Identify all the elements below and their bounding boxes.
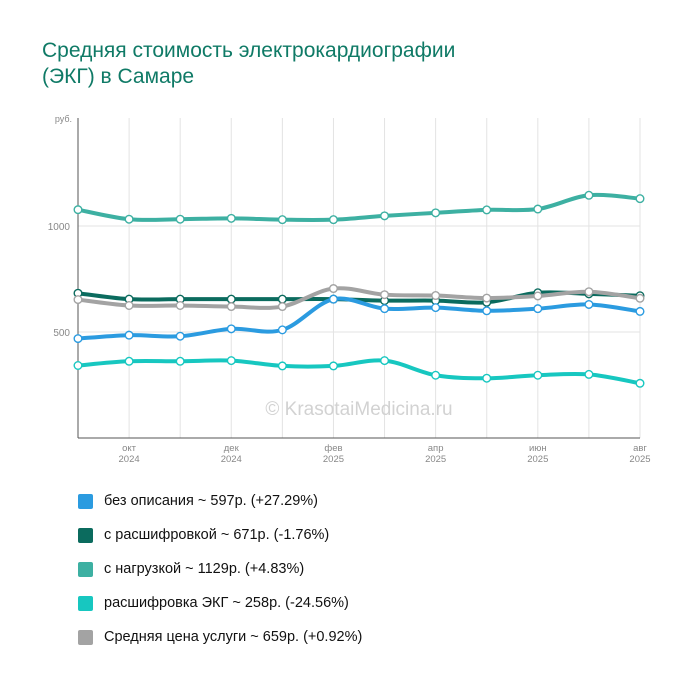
x-tick-year-label: 2025 (323, 454, 344, 465)
data-point (277, 294, 287, 304)
data-point (635, 306, 645, 316)
x-tick-month-label: авг (633, 443, 647, 454)
legend-item[interactable]: расшифровка ЭКГ ~ 258р. (-24.56%) (78, 586, 362, 620)
data-point (328, 215, 338, 225)
y-tick-label: 500 (53, 328, 70, 339)
x-tick-month-label: дек (224, 443, 240, 454)
data-point (431, 303, 441, 313)
x-tick-year-label: 2025 (425, 454, 446, 465)
data-point (226, 356, 236, 366)
x-tick-month-label: апр (428, 443, 444, 454)
data-point (635, 293, 645, 303)
data-point (124, 330, 134, 340)
legend-label: с нагрузкой ~ 1129р. (+4.83%) (104, 561, 305, 577)
data-point (431, 208, 441, 218)
legend-swatch (78, 493, 93, 509)
data-point (635, 378, 645, 388)
data-point (328, 284, 338, 294)
legend-swatch (78, 595, 93, 611)
data-point (277, 215, 287, 225)
line-chart: 5001000руб.окт2024дек2024фев2025апр2025и… (48, 114, 651, 465)
data-point (328, 361, 338, 371)
legend-swatch (78, 629, 93, 645)
data-point (73, 360, 83, 370)
data-point (380, 290, 390, 300)
data-point (226, 324, 236, 334)
legend-label: без описания ~ 597р. (+27.29%) (104, 493, 318, 509)
data-point (584, 369, 594, 379)
legend-swatch (78, 527, 93, 543)
series-расшифровка ЭКГ (73, 356, 645, 388)
data-point (175, 356, 185, 366)
data-point (277, 302, 287, 312)
data-point (175, 214, 185, 224)
legend-swatch (78, 561, 93, 577)
data-point (431, 370, 441, 380)
data-point (380, 211, 390, 221)
x-tick-year-label: 2024 (119, 454, 140, 465)
watermark-text: © KrasotaiMedicina.ru (265, 399, 452, 420)
data-point (380, 356, 390, 366)
legend-label: расшифровка ЭКГ ~ 258р. (-24.56%) (104, 595, 349, 611)
data-point (533, 291, 543, 301)
data-point (533, 370, 543, 380)
data-point (584, 287, 594, 297)
data-point (584, 190, 594, 200)
data-point (73, 295, 83, 305)
data-point (584, 299, 594, 309)
x-tick-year-label: 2025 (629, 454, 650, 465)
legend-label: Средняя цена услуги ~ 659р. (+0.92%) (104, 629, 363, 645)
x-tick-month-label: фев (324, 443, 342, 454)
legend-item[interactable]: с расшифровкой ~ 671р. (-1.76%) (78, 518, 362, 552)
data-point (226, 302, 236, 312)
data-point (277, 325, 287, 335)
data-point (124, 301, 134, 311)
series-line (76, 192, 642, 222)
data-point (328, 294, 338, 304)
data-point (175, 331, 185, 341)
data-point (73, 334, 83, 344)
y-axis-unit-label: руб. (55, 114, 72, 124)
data-point (226, 294, 236, 304)
chart-title-line-1: Средняя стоимость электрокардиографии (42, 39, 456, 62)
data-point (73, 205, 83, 215)
x-tick-year-label: 2024 (221, 454, 242, 465)
legend-item[interactable]: с нагрузкой ~ 1129р. (+4.83%) (78, 552, 362, 586)
data-point (482, 306, 492, 316)
data-point (431, 291, 441, 301)
series-line (76, 358, 642, 386)
legend-item[interactable]: без описания ~ 597р. (+27.29%) (78, 484, 362, 518)
x-tick-year-label: 2025 (527, 454, 548, 465)
legend-item[interactable]: Средняя цена услуги ~ 659р. (+0.92%) (78, 620, 362, 654)
data-point (226, 213, 236, 223)
data-point (277, 361, 287, 371)
data-point (482, 373, 492, 383)
data-point (380, 304, 390, 314)
chart-title: Средняя стоимость электрокардиографии (Э… (42, 38, 662, 90)
chart-legend: без описания ~ 597р. (+27.29%) с расшифро… (78, 484, 362, 654)
series-с нагрузкой (73, 190, 645, 225)
data-point (175, 301, 185, 311)
x-tick-month-label: июн (529, 443, 547, 454)
data-point (124, 356, 134, 366)
data-point (635, 194, 645, 204)
y-tick-label: 1000 (48, 222, 71, 233)
x-tick-month-label: окт (122, 443, 137, 454)
series-без описания (73, 294, 645, 344)
data-point (482, 205, 492, 215)
data-point (533, 304, 543, 314)
data-point (124, 214, 134, 224)
chart-title-line-2: (ЭКГ) в Самаре (42, 65, 195, 88)
series-Средняя цена услуги (73, 284, 645, 312)
data-point (533, 204, 543, 214)
legend-label: с расшифровкой ~ 671р. (-1.76%) (104, 527, 330, 543)
data-point (482, 293, 492, 303)
